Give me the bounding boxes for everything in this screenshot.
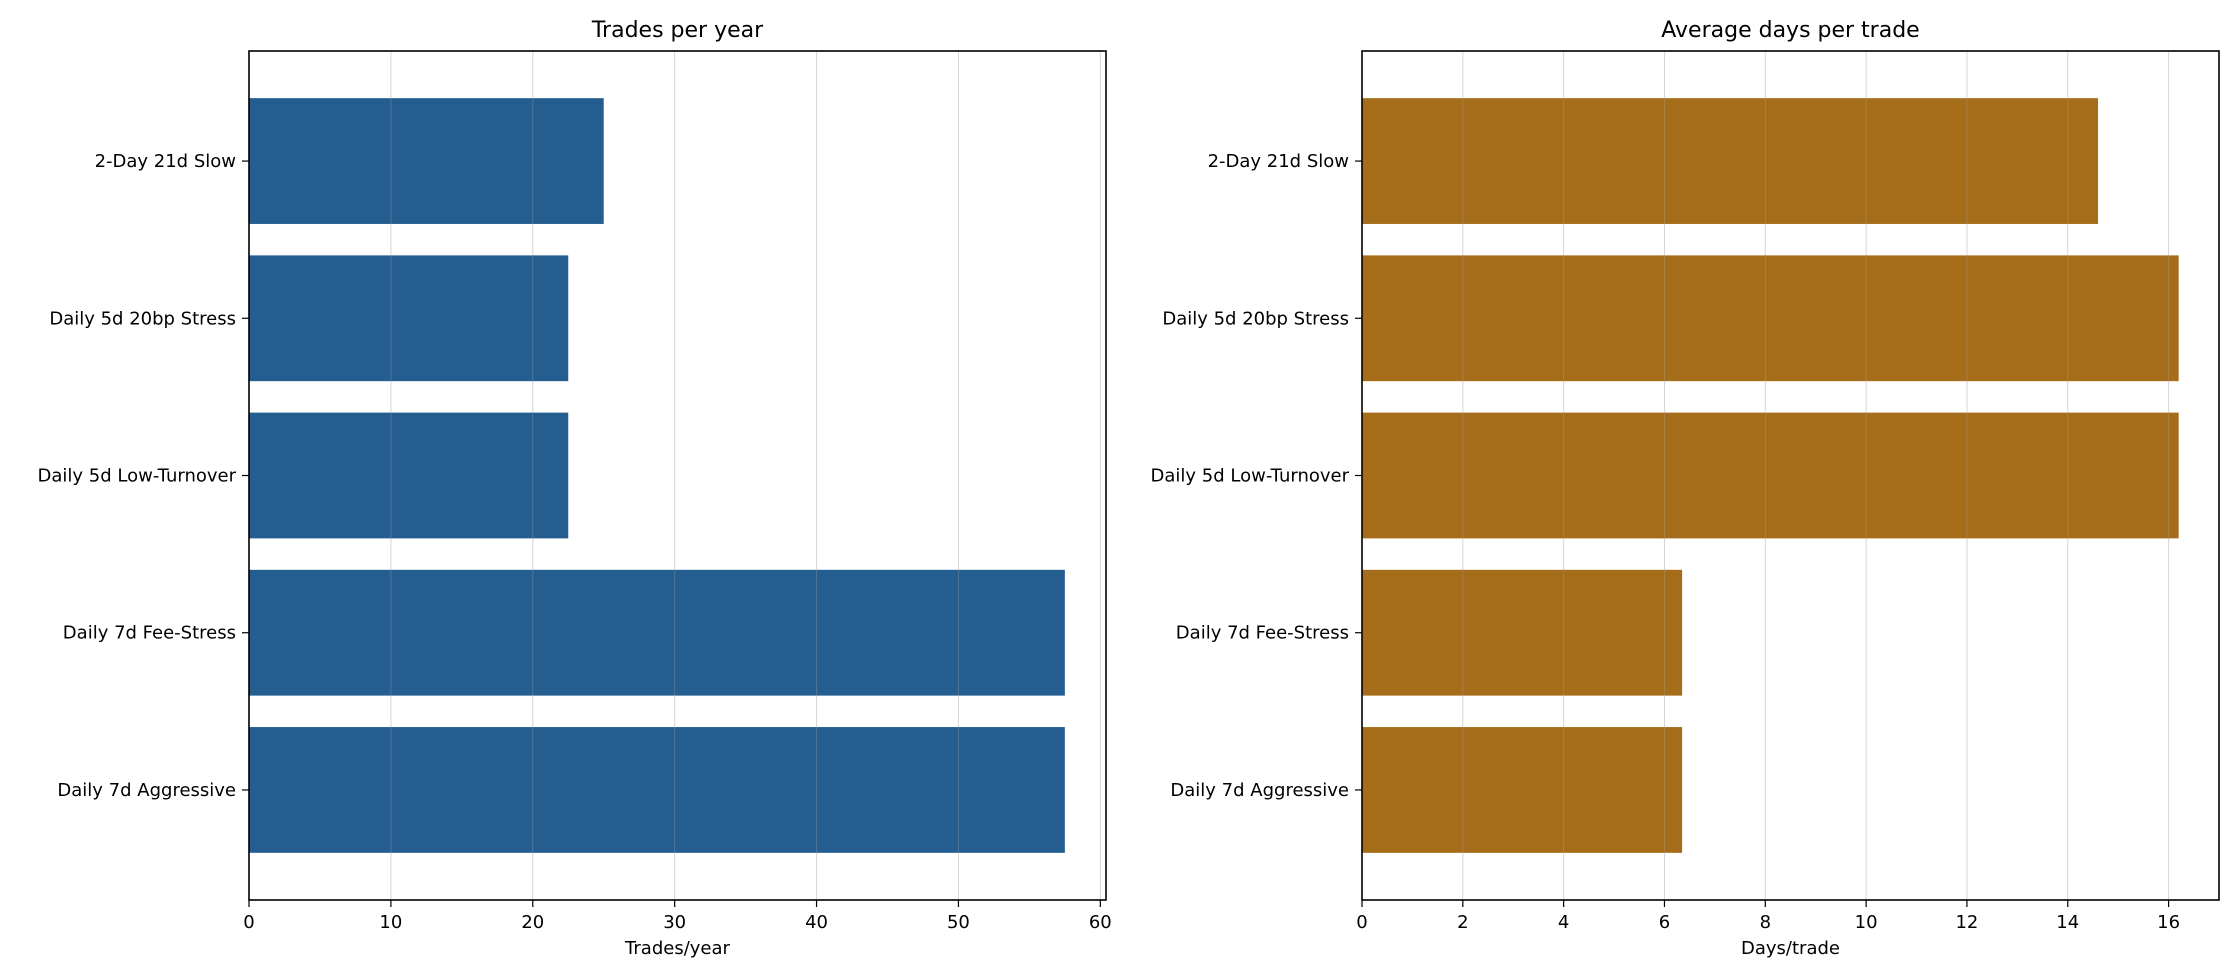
bar-2-day-21d-slow	[1362, 98, 2099, 224]
y-tick-label: Daily 5d 20bp Stress	[1162, 308, 1349, 329]
x-tick-label: 6	[1659, 912, 1670, 933]
bar-daily-7d-fee-stress	[1362, 569, 1683, 696]
x-tick-label: 12	[1955, 912, 1978, 933]
x-tick-label: 0	[1356, 912, 1367, 933]
y-tick-label: Daily 7d Fee-Stress	[63, 623, 236, 644]
x-tick-label: 16	[2157, 912, 2180, 933]
bar-daily-7d-aggressive	[249, 727, 1065, 853]
x-axis-label: Days/trade	[1741, 938, 1840, 959]
x-tick-label: 60	[1089, 912, 1112, 933]
x-tick-label: 4	[1558, 912, 1569, 933]
y-tick-label: Daily 5d Low-Turnover	[1151, 466, 1350, 487]
bar-daily-7d-aggressive	[1362, 727, 1683, 853]
y-tick-label: Daily 7d Aggressive	[57, 780, 236, 801]
y-tick-label: Daily 7d Aggressive	[1170, 780, 1349, 801]
bar-daily-5d-20bp-stress	[249, 255, 569, 382]
average-days-per-trade-chart: 0 2 4 6 8 10 12 14 16 2-Day 21d Slow Daily 5d 20bp…	[1151, 18, 2220, 959]
bar-daily-5d-low-turnover	[1362, 412, 2179, 539]
y-tick-label: 2-Day 21d Slow	[1208, 151, 1349, 172]
bar-daily-7d-fee-stress	[249, 569, 1065, 696]
x-axis-label: Trades/year	[624, 938, 730, 959]
bar-daily-5d-20bp-stress	[1362, 255, 2179, 382]
trades-per-year-chart: 0 10 20 30 40 50 60 2-Day 21d Slow Daily 5d 20bp…	[38, 18, 1112, 959]
x-tick-label: 14	[2056, 912, 2079, 933]
x-tick-label: 2	[1457, 912, 1468, 933]
bar-2-day-21d-slow	[249, 98, 604, 224]
x-tick-label: 30	[663, 912, 686, 933]
x-tick-label: 10	[379, 912, 402, 933]
y-tick-label: Daily 5d Low-Turnover	[38, 466, 237, 487]
chart-title: Average days per trade	[1661, 18, 1919, 43]
x-tick-label: 20	[521, 912, 544, 933]
x-tick-label: 40	[805, 912, 828, 933]
x-tick-label: 0	[243, 912, 254, 933]
bar-daily-5d-low-turnover	[249, 412, 569, 539]
chart-title: Trades per year	[591, 18, 764, 43]
y-tick-label: 2-Day 21d Slow	[95, 151, 236, 172]
x-tick-label: 10	[1855, 912, 1878, 933]
x-tick-label: 50	[947, 912, 970, 933]
y-tick-label: Daily 5d 20bp Stress	[49, 308, 236, 329]
x-tick-label: 8	[1760, 912, 1771, 933]
y-tick-label: Daily 7d Fee-Stress	[1176, 623, 1349, 644]
